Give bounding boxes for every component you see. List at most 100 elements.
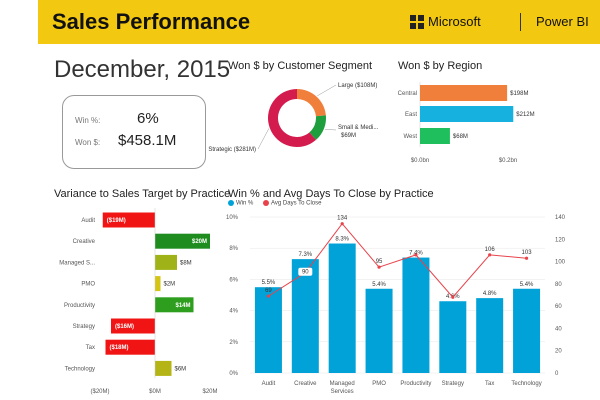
winpct-combo-chart: 0% 2% 4% 6% 8% 10% 0 20 40 60 80 100 120 140 5.5% Audit…: [226, 215, 566, 395]
region-bar-east[interactable]: [420, 106, 514, 122]
combo-line-point: [488, 253, 492, 257]
variance-category-label: Technology: [65, 366, 95, 372]
date-title: December, 2015: [54, 56, 231, 83]
combo-left-tick-label: 2%: [229, 340, 238, 346]
combo-bar-data-label: 5.5%: [262, 280, 276, 286]
combo-left-tick-label: 8%: [229, 246, 238, 252]
combo-bar-productivity[interactable]: [402, 257, 430, 373]
combo-right-tick-label: 60: [555, 304, 562, 310]
combo-bar-audit[interactable]: [254, 287, 282, 373]
variance-tick-label: $0M: [149, 389, 161, 395]
microsoft-label: Microsoft: [428, 14, 481, 29]
variance-category-label: Creative: [73, 239, 96, 245]
combo-line-label-bg: [298, 267, 313, 276]
combo-line-point: [451, 295, 455, 299]
region-category-label: Central: [398, 91, 417, 97]
variance-category-label: PMO: [81, 282, 95, 288]
region-bar-chart: Central $198M East $212M West $68M $0.0bn $0.2b…: [398, 82, 535, 164]
win-pct-value: 6%: [137, 110, 159, 127]
combo-legend[interactable]: Win % Avg Days To Close: [228, 200, 330, 207]
combo-bar-tax[interactable]: [476, 298, 504, 373]
combo-bar-data-label: 8.3%: [335, 237, 349, 243]
donut-leader-line: [317, 84, 337, 97]
combo-category-label: Audit: [262, 381, 276, 387]
combo-bar-managed-services[interactable]: [328, 243, 356, 373]
variance-chart-title: Variance to Sales Target by Practice: [54, 188, 231, 200]
combo-line-data-label: 95: [376, 259, 383, 265]
variance-bar-creative[interactable]: [155, 233, 210, 249]
variance-data-label: ($19M): [107, 218, 126, 224]
variance-bar-audit[interactable]: [102, 212, 155, 228]
donut-slice-small-medi[interactable]: [309, 115, 326, 140]
combo-bar-strategy[interactable]: [439, 301, 467, 373]
combo-line-point: [377, 265, 381, 269]
kpi-card[interactable]: Win %: 6% Won $: $458.1M: [62, 95, 206, 169]
variance-category-label: Audit: [81, 218, 95, 224]
combo-right-tick-label: 0: [555, 371, 559, 377]
legend-item-avg-days[interactable]: Avg Days To Close: [263, 200, 322, 207]
won-label: Won $:: [75, 138, 101, 147]
combo-category-label: Technology: [511, 381, 541, 387]
variance-category-label: Strategy: [73, 324, 95, 330]
variance-bar-productivity[interactable]: [155, 297, 194, 313]
combo-bar-creative[interactable]: [291, 259, 319, 373]
combo-bar-data-label: 7.3%: [298, 252, 312, 258]
combo-category-label: Managed: [330, 381, 355, 387]
combo-right-tick-label: 20: [555, 349, 562, 355]
variance-data-label: $2M: [164, 282, 176, 288]
combo-bar-data-label: 5.4%: [372, 282, 386, 288]
region-category-label: West: [403, 134, 417, 140]
combo-bar-pmo[interactable]: [365, 288, 393, 373]
combo-line-data-label: 106: [485, 247, 496, 253]
variance-data-label: $6M: [175, 366, 187, 372]
combo-line-point: [524, 256, 529, 260]
win-pct-label: Win %:: [75, 116, 101, 125]
variance-tick-label: $20M: [202, 389, 217, 395]
variance-bar-pmo[interactable]: [155, 276, 161, 292]
combo-right-tick-label: 140: [555, 215, 566, 221]
region-data-label: $198M: [510, 91, 528, 97]
donut-slice-large[interactable]: [297, 89, 326, 117]
donut-label: Strategic ($281M): [208, 147, 256, 153]
variance-bar-managed-s[interactable]: [155, 254, 177, 270]
variance-bar-strategy[interactable]: [111, 318, 155, 334]
combo-bar-data-label: 5.4%: [520, 282, 534, 288]
combo-category-label: Tax: [485, 381, 494, 387]
combo-category-label: Strategy: [442, 381, 464, 387]
combo-right-tick-label: 100: [555, 260, 566, 266]
combo-category-label: PMO: [372, 381, 386, 387]
legend-item-win-pct[interactable]: Win %: [228, 200, 253, 207]
variance-data-label: ($16M): [115, 324, 134, 330]
donut-leader-line: [324, 128, 337, 131]
segment-donut-chart: Large ($108M) Small & Medi... $69M Strategi…: [208, 83, 378, 153]
donut-slice-strategic[interactable]: [268, 89, 316, 147]
region-bar-central[interactable]: [420, 85, 508, 101]
powerbi-label: Power BI: [536, 14, 589, 29]
combo-line-point: [340, 222, 344, 226]
combo-category-label: Services: [331, 389, 354, 395]
region-bar-west[interactable]: [420, 128, 450, 144]
variance-bar-tax[interactable]: [105, 339, 156, 355]
region-chart-title: Won $ by Region: [398, 60, 483, 72]
winpct-chart-title: Win % and Avg Days To Close by Practice: [228, 188, 434, 200]
variance-bar-technology[interactable]: [155, 360, 172, 376]
combo-left-tick-label: 10%: [226, 215, 239, 221]
variance-tick-label: ($20M): [90, 389, 109, 395]
combo-line-point: [414, 253, 418, 257]
variance-data-label: $8M: [180, 260, 192, 266]
combo-line-data-label: 90: [302, 270, 309, 276]
combo-line-data-label: 69: [265, 288, 272, 294]
combo-category-label: Productivity: [400, 381, 431, 387]
combo-category-label: Creative: [294, 381, 317, 387]
combo-right-tick-label: 40: [555, 326, 562, 332]
header-bar: Sales Performance Microsoft Power BI: [38, 0, 600, 44]
variance-data-label: ($18M): [110, 345, 129, 351]
combo-bar-technology[interactable]: [513, 288, 541, 373]
combo-bar-data-label: 4.8%: [483, 291, 497, 297]
variance-category-label: Tax: [86, 345, 95, 351]
combo-line-data-label: 103: [522, 250, 533, 256]
won-value: $458.1M: [118, 132, 177, 149]
combo-right-tick-label: 120: [555, 237, 566, 243]
report-title: Sales Performance: [52, 9, 251, 34]
